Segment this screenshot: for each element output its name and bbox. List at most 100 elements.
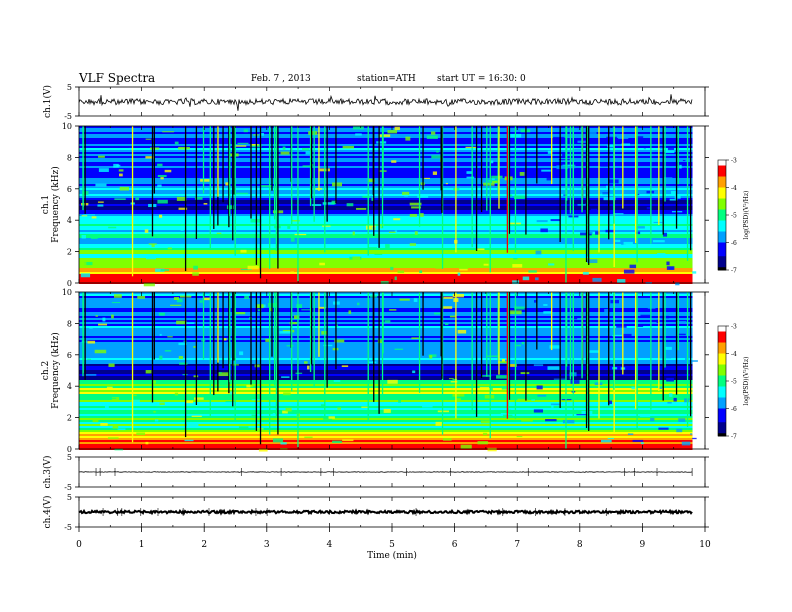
burst-line — [565, 126, 567, 283]
ch3-waveform-panel: 5 -5 ch.3(V) — [42, 453, 709, 492]
spectrogram-cell — [157, 174, 167, 178]
frequency-band — [79, 214, 693, 216]
colorbar-tick-label: -5 — [731, 379, 737, 386]
frequency-band — [79, 238, 693, 240]
colorbar-label: log(PSD)(V²/Hz) — [743, 357, 750, 406]
spectrogram-cell — [428, 354, 437, 358]
burst-line — [277, 292, 279, 435]
burst-line — [259, 126, 262, 279]
spectrogram-cell — [366, 225, 376, 230]
frequency-band — [79, 328, 693, 330]
spectrogram-cell — [512, 264, 523, 268]
colorbar-label: log(PSD)(V²/Hz) — [743, 191, 750, 240]
colorbar-segment — [718, 176, 726, 180]
spectrogram-cell — [100, 423, 108, 426]
spectrogram-cell — [455, 262, 464, 264]
spectrogram-cell — [422, 405, 433, 408]
burst-line — [233, 126, 235, 195]
colorbar-segment — [718, 198, 726, 202]
spectrogram-cell — [426, 135, 438, 139]
spectrogram-cell — [145, 156, 154, 159]
colorbar-segment — [718, 220, 726, 224]
spectrogram-cell — [102, 317, 106, 322]
burst-line — [506, 126, 509, 253]
spectrogram-cell — [635, 325, 644, 327]
frequency-band — [79, 250, 693, 252]
spectrogram-cell — [435, 421, 444, 426]
spectrogram-cell — [319, 306, 326, 309]
spectrogram-cell — [449, 378, 454, 380]
colorbar-segment — [718, 359, 726, 363]
burst-line — [326, 126, 328, 222]
spectrogram-cell — [653, 221, 663, 223]
spectrogram-cell — [131, 399, 140, 404]
burst-line — [228, 292, 230, 394]
frequency-band — [79, 338, 693, 340]
frequency-band — [79, 420, 693, 422]
burst-line — [275, 292, 278, 417]
spectrogram-cell — [361, 406, 369, 408]
colorbar-segment — [718, 345, 726, 349]
spectrogram-cell — [248, 385, 254, 388]
spectrogram-cell — [170, 304, 182, 306]
burst-line — [689, 292, 692, 417]
spectrogram-cell — [420, 213, 424, 217]
frequency-band — [79, 206, 693, 208]
spectrogram-cell — [145, 441, 149, 445]
frequency-band — [79, 416, 693, 418]
burst-line — [324, 126, 326, 253]
burst-line — [677, 126, 679, 185]
colorbar-segment — [718, 171, 726, 175]
spectrogram-cell — [186, 423, 199, 427]
frequency-band — [79, 146, 693, 148]
burst-line — [536, 126, 538, 184]
burst-line — [318, 292, 320, 357]
burst-line — [498, 126, 500, 209]
spectrogram-cell — [84, 261, 93, 266]
spectrogram-cell — [482, 432, 488, 436]
frequency-band — [79, 362, 693, 364]
spectrogram-cell — [186, 400, 194, 404]
spectrogram-cell — [380, 281, 389, 284]
frequency-band — [79, 334, 693, 336]
spectrogram-cell — [394, 276, 397, 281]
spectrogram-cell — [143, 282, 155, 287]
burst-line — [566, 126, 568, 201]
y-axis-label: Frequency (kHz) — [50, 166, 61, 243]
spectrogram-cell — [533, 409, 544, 413]
colorbar-segment — [718, 348, 726, 352]
spectrogram-cell — [108, 437, 119, 439]
colorbar-segment — [718, 400, 726, 404]
spectrogram-cell — [477, 248, 485, 251]
spectrogram-cell — [550, 219, 561, 222]
burst-line — [209, 126, 211, 250]
burst-line — [271, 292, 273, 357]
spectrogram-cell — [541, 169, 551, 172]
colorbar-segment — [718, 427, 726, 431]
frequency-band — [79, 270, 693, 272]
burst-line — [536, 292, 538, 350]
spectrogram-cell — [308, 131, 318, 135]
frequency-band — [79, 228, 693, 230]
spectrogram-bands — [79, 292, 693, 450]
y-tick-label: 8 — [67, 153, 72, 162]
spectrogram-cell — [623, 269, 635, 274]
spectrogram-cell — [658, 427, 669, 430]
spectrogram-cell — [582, 271, 589, 275]
x-tick-label: 0 — [76, 540, 82, 550]
spectrogram-cell — [431, 155, 443, 159]
frequency-band — [79, 148, 693, 150]
colorbar-segment — [718, 228, 726, 232]
burst-line — [202, 292, 205, 360]
burst-line — [572, 126, 574, 223]
burst-line — [581, 126, 583, 211]
burst-line — [372, 292, 374, 361]
spectrogram-cell — [412, 370, 416, 374]
burst-line — [318, 126, 320, 191]
colorbar-segment — [718, 250, 726, 254]
frequency-band — [79, 300, 693, 302]
burst-line — [151, 292, 154, 403]
burst-line — [274, 292, 276, 386]
colorbar-segment — [718, 433, 726, 437]
burst-line — [471, 126, 473, 248]
